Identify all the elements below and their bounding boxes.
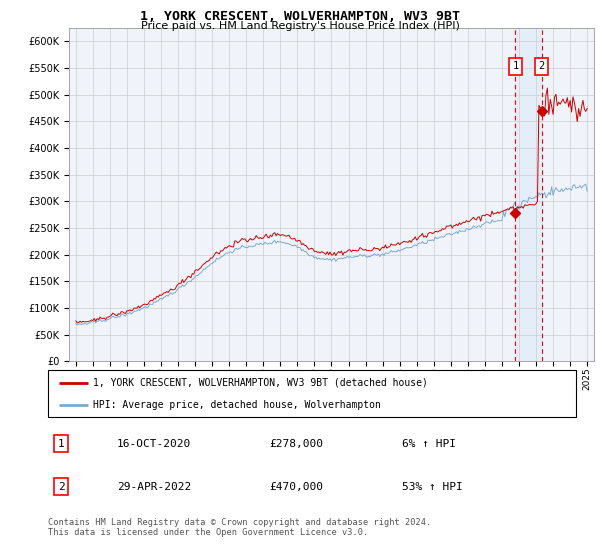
Text: HPI: Average price, detached house, Wolverhampton: HPI: Average price, detached house, Wolv…	[93, 400, 381, 410]
Text: £278,000: £278,000	[270, 438, 324, 449]
Text: Contains HM Land Registry data © Crown copyright and database right 2024.
This d: Contains HM Land Registry data © Crown c…	[48, 518, 431, 538]
Text: 2: 2	[58, 482, 65, 492]
Text: 1: 1	[512, 61, 518, 71]
Text: 1, YORK CRESCENT, WOLVERHAMPTON, WV3 9BT (detached house): 1, YORK CRESCENT, WOLVERHAMPTON, WV3 9BT…	[93, 378, 428, 388]
Text: 29-APR-2022: 29-APR-2022	[116, 482, 191, 492]
Text: 2: 2	[539, 61, 545, 71]
Text: 1: 1	[58, 438, 65, 449]
Text: 1, YORK CRESCENT, WOLVERHAMPTON, WV3 9BT: 1, YORK CRESCENT, WOLVERHAMPTON, WV3 9BT	[140, 10, 460, 23]
Bar	[515, 28, 542, 361]
Text: £470,000: £470,000	[270, 482, 324, 492]
Text: Price paid vs. HM Land Registry's House Price Index (HPI): Price paid vs. HM Land Registry's House …	[140, 21, 460, 31]
Text: 6% ↑ HPI: 6% ↑ HPI	[402, 438, 456, 449]
FancyBboxPatch shape	[48, 370, 576, 417]
Text: 53% ↑ HPI: 53% ↑ HPI	[402, 482, 463, 492]
Text: 16-OCT-2020: 16-OCT-2020	[116, 438, 191, 449]
